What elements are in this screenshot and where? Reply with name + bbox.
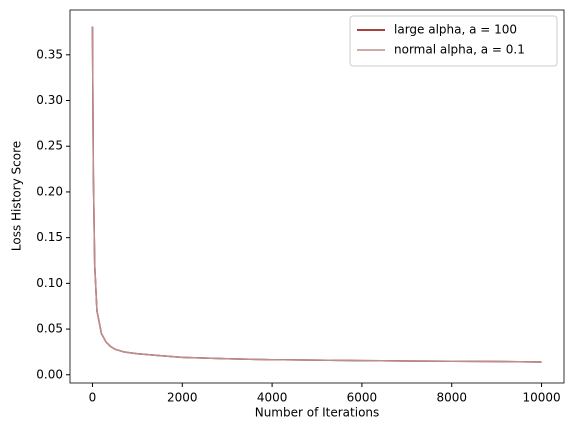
plot-frame (69, 9, 565, 384)
x-tick-label: 8000 (436, 391, 467, 405)
y-tick-label: 0.05 (36, 322, 63, 336)
x-tick-label: 6000 (347, 391, 378, 405)
y-tick-label: 0.15 (36, 230, 63, 244)
y-tick-label: 0.35 (36, 47, 63, 61)
x-tick-label: 2000 (167, 391, 198, 405)
y-tick-label: 0.10 (36, 276, 63, 290)
y-tick-label: 0.00 (36, 367, 63, 381)
x-tick-label: 4000 (257, 391, 288, 405)
legend-box (349, 15, 558, 67)
y-tick-label: 0.30 (36, 93, 63, 107)
x-axis-label: Number of Iterations (255, 406, 380, 420)
legend-label: normal alpha, a = 0.1 (394, 43, 525, 57)
y-tick-label: 0.25 (36, 139, 63, 153)
x-tick-label: 10000 (522, 391, 560, 405)
y-tick-label: 0.20 (36, 184, 63, 198)
legend-label: large alpha, a = 100 (394, 23, 517, 37)
y-axis-label: Loss History Score (10, 141, 24, 251)
line (91, 26, 542, 363)
line (91, 26, 542, 363)
x-tick-label: 0 (89, 391, 97, 405)
